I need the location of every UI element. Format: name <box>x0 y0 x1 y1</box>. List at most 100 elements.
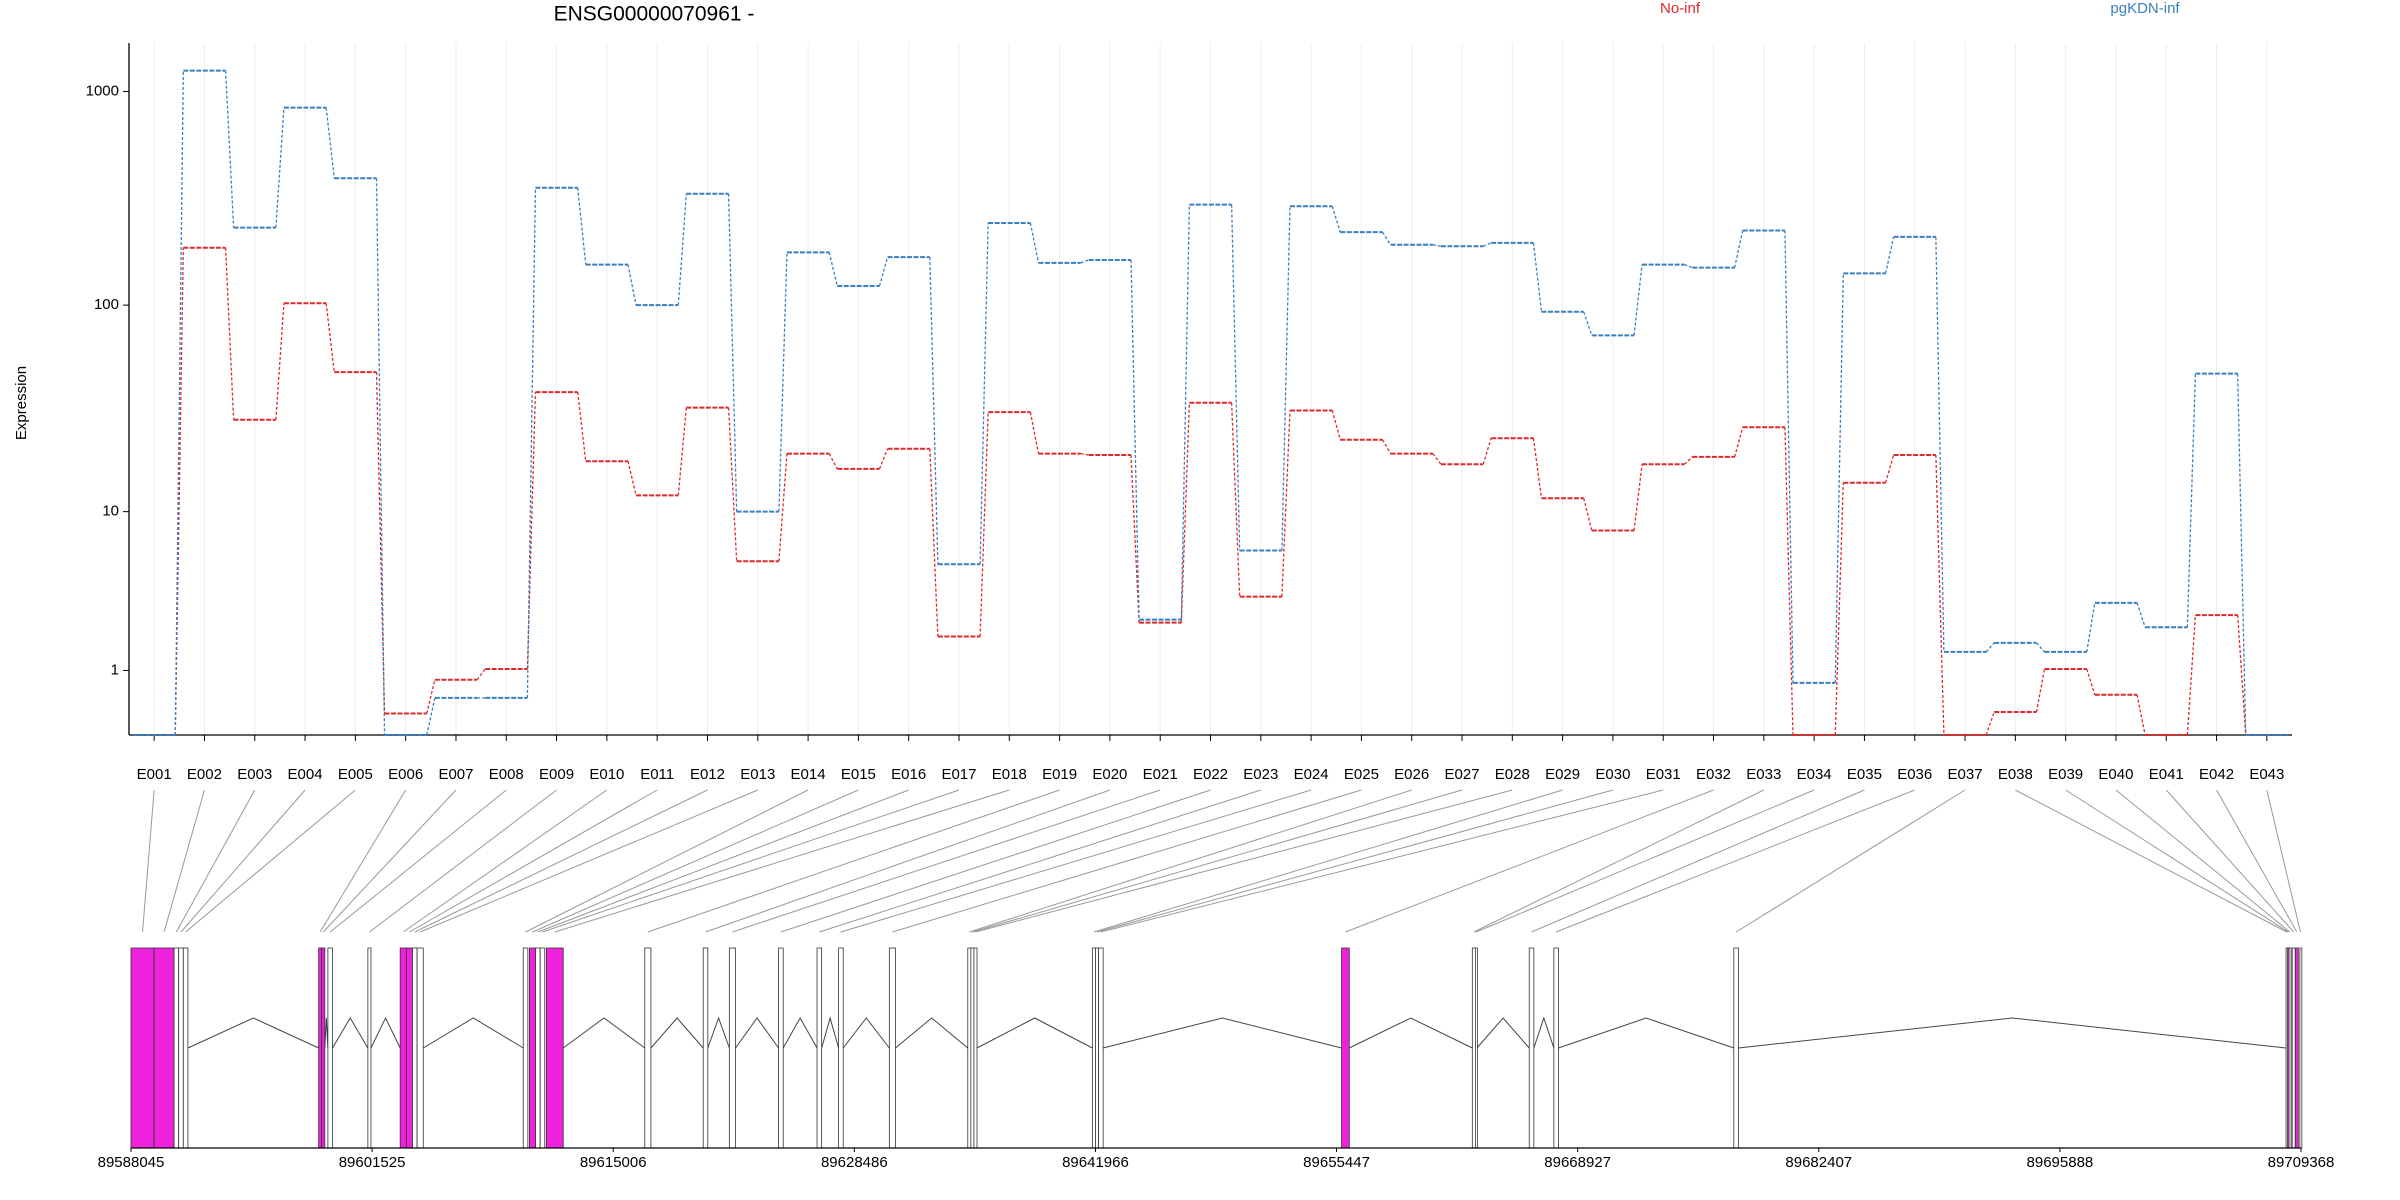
connector <box>1331 206 1341 233</box>
intron <box>370 1016 401 1049</box>
exon <box>1098 947 1104 1149</box>
x-tick-label: E013 <box>740 766 775 783</box>
x-tick-label: 89668927 <box>1544 1154 1611 1171</box>
exon <box>2299 947 2303 1149</box>
exon <box>644 947 652 1149</box>
exon <box>888 947 896 1149</box>
x-tick-label: E029 <box>1545 766 1580 783</box>
exon <box>399 947 407 1149</box>
exon-link <box>322 789 457 933</box>
connector <box>1180 204 1191 620</box>
x-tick-label: E033 <box>1746 766 1781 783</box>
exon-link <box>1473 789 1765 933</box>
x-tick-label: E028 <box>1495 766 1530 783</box>
exon <box>153 947 175 1149</box>
x-tick-label: E041 <box>2149 766 2184 783</box>
x-tick-label: E023 <box>1243 766 1278 783</box>
connector <box>275 107 285 228</box>
exon <box>405 947 413 1149</box>
y-tick-label: 10 <box>102 503 119 520</box>
chart-title: ENSG00000070961 - <box>554 3 755 26</box>
exon-link <box>1555 789 1915 933</box>
exon-link <box>1735 789 1966 933</box>
exon <box>178 947 184 1149</box>
exon-link <box>402 789 608 933</box>
exon-link <box>647 789 1060 933</box>
exon <box>1095 947 1099 1149</box>
connector <box>2086 602 2096 653</box>
connector <box>1985 642 1995 653</box>
x-tick-label: E038 <box>1998 766 2033 783</box>
connector <box>426 679 436 714</box>
x-tick-label: 89601525 <box>339 1154 406 1171</box>
exon-link <box>525 789 809 933</box>
connector <box>1784 427 1794 736</box>
x-tick-label: E005 <box>338 766 373 783</box>
exon <box>2288 947 2292 1149</box>
x-tick-label: E015 <box>841 766 876 783</box>
connector <box>1482 242 1492 247</box>
connector <box>1029 222 1040 263</box>
connector <box>1734 427 1744 458</box>
intron <box>821 1016 840 1049</box>
connector <box>2035 668 2046 713</box>
x-tick-label: 89682407 <box>1785 1154 1852 1171</box>
connector <box>224 70 235 228</box>
exon <box>970 947 975 1149</box>
intron <box>562 1017 646 1049</box>
exon <box>1528 947 1535 1149</box>
exon <box>182 947 189 1149</box>
exon-link <box>142 789 155 933</box>
x-tick-label: E037 <box>1948 766 1983 783</box>
exon <box>778 947 784 1149</box>
y-tick-label: 100 <box>94 296 119 313</box>
exon <box>1341 947 1350 1149</box>
x-tick-label: E043 <box>2249 766 2284 783</box>
exon <box>535 947 541 1149</box>
exon-link <box>2015 789 2288 933</box>
connector <box>979 222 989 565</box>
connector <box>1482 438 1492 465</box>
connector <box>325 303 335 373</box>
y-tick-label: 1 <box>111 661 119 678</box>
x-tick-label: E010 <box>589 766 624 783</box>
connector <box>727 193 738 512</box>
exon <box>173 947 180 1149</box>
x-tick-label: 89588045 <box>98 1154 165 1171</box>
connector <box>1834 273 1844 683</box>
x-tick-label: E027 <box>1444 766 1479 783</box>
intron <box>650 1017 704 1049</box>
connector <box>627 264 637 306</box>
connector <box>526 392 537 670</box>
connector <box>1432 244 1442 247</box>
exon <box>416 947 424 1149</box>
x-tick-label: E008 <box>489 766 524 783</box>
connector <box>1884 236 1895 274</box>
legend-label: No-inf <box>1660 0 1701 17</box>
legend-label: pgKDN-inf <box>2110 0 2180 17</box>
intron <box>332 1017 369 1049</box>
intron <box>187 1017 319 1049</box>
x-tick-label: E032 <box>1696 766 1731 783</box>
connector <box>2186 615 2197 736</box>
x-tick-label: 89709368 <box>2268 1154 2335 1171</box>
exon <box>528 947 536 1149</box>
connector <box>1784 230 1794 683</box>
connector <box>174 247 184 736</box>
connector <box>677 407 687 496</box>
intron <box>707 1016 730 1049</box>
intron <box>1533 1016 1555 1049</box>
exon-link <box>840 789 1312 933</box>
x-tick-label: E039 <box>2048 766 2083 783</box>
exon <box>545 947 564 1149</box>
connector <box>1281 206 1291 551</box>
connector <box>2237 615 2247 736</box>
x-tick-label: 89628486 <box>821 1154 888 1171</box>
y-axis-label: Expression <box>13 366 30 440</box>
exon-link <box>705 789 1111 933</box>
exon-link <box>2065 789 2289 933</box>
exon-link <box>732 789 1161 933</box>
connector <box>1432 453 1442 465</box>
connector <box>878 256 889 287</box>
connector <box>929 448 939 637</box>
